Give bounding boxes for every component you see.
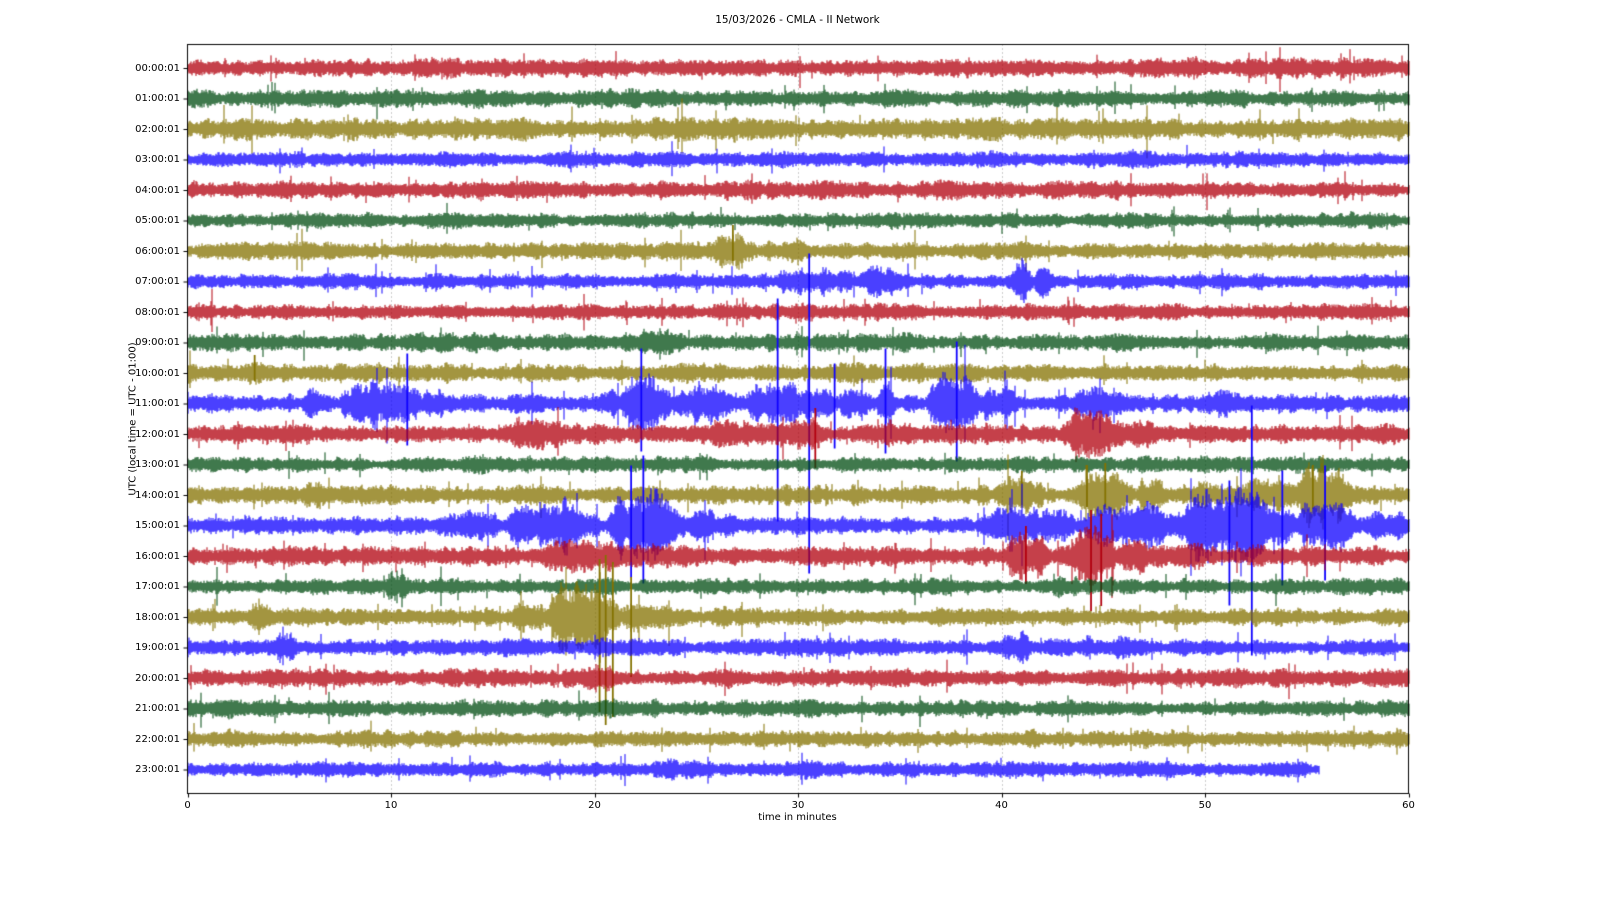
- y-tick-label: 06:00:01: [135, 245, 180, 257]
- y-tick-label: 01:00:01: [135, 93, 180, 104]
- y-tick-label: 07:00:01: [135, 276, 180, 287]
- y-tick-label: 21:00:01: [135, 703, 180, 714]
- x-tick-label: 20: [588, 800, 601, 811]
- x-tick-label: 10: [384, 800, 398, 811]
- y-tick-label: 14:00:01: [135, 489, 180, 501]
- x-tick-label: 50: [1198, 800, 1212, 811]
- y-tick-label: 18:00:01: [135, 611, 180, 623]
- y-tick-label: 00:00:01: [135, 62, 180, 74]
- y-axis-label: UTC (local time = UTC - 01:00): [127, 342, 139, 496]
- y-tick-label: 13:00:01: [135, 459, 180, 470]
- y-tick-label: 11:00:01: [135, 398, 180, 409]
- y-tick-label: 12:00:01: [135, 428, 180, 440]
- y-tick-label: 16:00:01: [135, 550, 180, 562]
- y-tick-label: 02:00:01: [135, 123, 180, 135]
- y-tick-label: 04:00:01: [135, 184, 180, 196]
- y-tick-label: 17:00:01: [135, 581, 180, 592]
- y-tick-label: 08:00:01: [135, 306, 180, 318]
- y-tick-label: 05:00:01: [135, 215, 180, 226]
- x-tick-label: 30: [791, 800, 805, 811]
- y-tick-label: 23:00:01: [135, 764, 180, 775]
- y-tick-label: 09:00:01: [135, 337, 180, 348]
- y-tick-label: 03:00:01: [135, 154, 180, 165]
- y-tick-label: 20:00:01: [135, 672, 180, 684]
- x-tick-label: 0: [184, 800, 191, 811]
- y-tick-label: 19:00:01: [135, 642, 180, 653]
- x-tick-label: 60: [1402, 800, 1415, 811]
- x-axis-label: time in minutes: [758, 812, 837, 823]
- y-tick-label: 15:00:01: [135, 520, 180, 531]
- y-tick-label: 10:00:01: [135, 367, 180, 379]
- y-tick-label: 22:00:01: [135, 733, 180, 745]
- chart-title: 15/03/2026 - CMLA - II Network: [715, 14, 880, 26]
- x-tick-label: 40: [995, 800, 1008, 811]
